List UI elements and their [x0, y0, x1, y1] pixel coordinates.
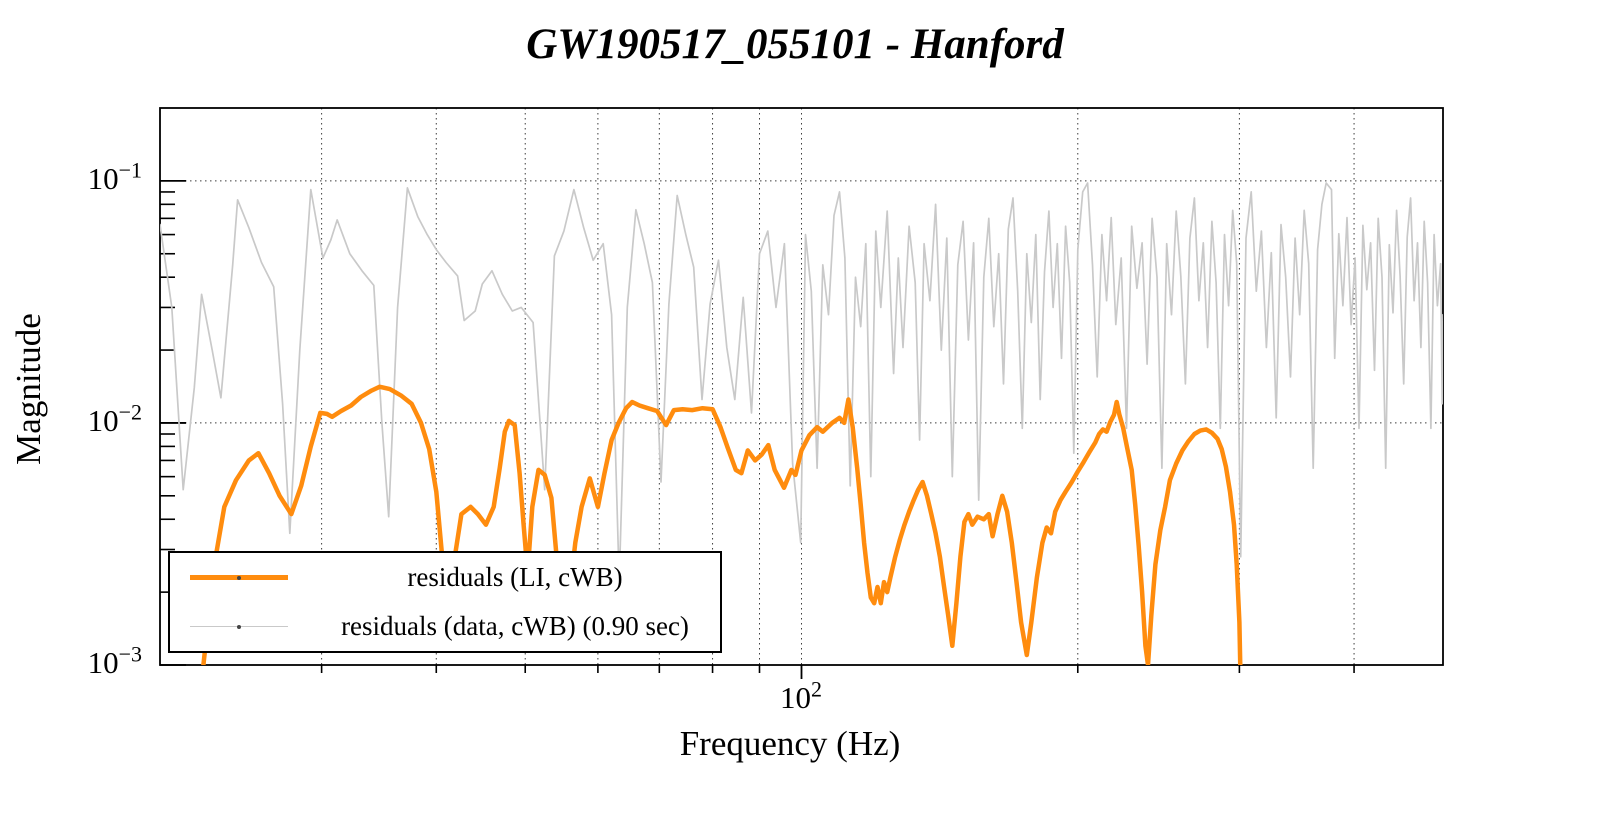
x-tick-base: 10: [780, 680, 811, 715]
y-tick-label-1e-1: 10−1: [38, 159, 142, 196]
legend-label: residuals (LI, cWB): [407, 562, 623, 592]
legend-label: residuals (data, cWB) (0.90 sec): [341, 611, 689, 641]
y-tick-exponent: −1: [118, 157, 142, 183]
y-tick-base: 10: [87, 160, 119, 196]
legend: residuals (LI, cWB) residuals (data, cWB…: [168, 551, 722, 653]
series-line-li-cwb: [201, 384, 1243, 665]
legend-line-sample-orange: [190, 575, 288, 580]
legend-line-sample-gray: [190, 624, 288, 629]
legend-entry-data-cwb: residuals (data, cWB) (0.90 sec): [170, 602, 720, 651]
x-tick-label-100: 102: [780, 678, 822, 715]
legend-entry-li-cwb: residuals (LI, cWB): [170, 553, 720, 602]
gridlines: [160, 108, 1443, 665]
marker-dot-icon: [237, 624, 241, 629]
y-axis-label: Magnitude: [9, 313, 48, 465]
y-tick-base: 10: [87, 402, 119, 438]
series-line-data-cwb: [160, 182, 1443, 583]
series-group: [160, 182, 1443, 665]
x-axis-label: Frequency (Hz): [679, 724, 901, 763]
y-tick-base: 10: [87, 645, 119, 681]
y-tick-exponent: −2: [118, 399, 142, 425]
marker-dot-icon: [237, 575, 241, 580]
y-tick-label-1e-2: 10−2: [38, 401, 142, 438]
y-tick-exponent: −3: [118, 641, 142, 667]
chart-title: GW190517_055101 - Hanford: [526, 21, 1064, 68]
y-tick-label-1e-3: 10−3: [38, 643, 142, 681]
x-tick-exponent: 2: [811, 676, 822, 702]
